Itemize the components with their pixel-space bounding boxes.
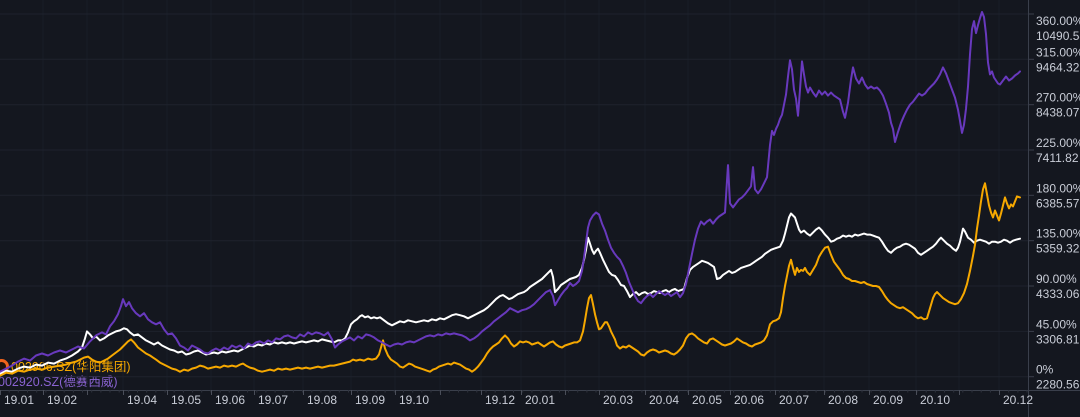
x-axis-label: 20.10 xyxy=(920,393,950,407)
x-axis-label: 20.06 xyxy=(734,393,764,407)
x-axis-label: 20.05 xyxy=(692,393,722,407)
x-axis-label: 19.02 xyxy=(47,393,77,407)
y-axis-percent-label: 360.00% xyxy=(1036,14,1080,28)
y-axis-value-label: 10490.58 xyxy=(1036,29,1080,43)
y-axis-value-label: 5359.32 xyxy=(1036,242,1080,256)
x-axis-label: 20.08 xyxy=(828,393,858,407)
legend-item-huayang[interactable]: 002906.SZ(华阳集团) xyxy=(0,359,130,374)
y-axis-value-label: 4333.06 xyxy=(1036,287,1080,301)
y-axis-value-label: 3306.81 xyxy=(1036,332,1080,346)
x-axis-label: 19.01 xyxy=(4,393,34,407)
x-axis-label: 20.04 xyxy=(649,393,679,407)
y-axis-value-label: 6385.57 xyxy=(1036,196,1080,210)
y-axis-percent-label: 45.00% xyxy=(1036,317,1077,331)
x-axis-label: 19.12 xyxy=(485,393,515,407)
x-axis-label: 20.03 xyxy=(603,393,633,407)
y-axis-percent-label: 270.00% xyxy=(1036,91,1080,105)
x-axis-label: 19.09 xyxy=(355,393,385,407)
y-axis-percent-label: 315.00% xyxy=(1036,45,1080,59)
x-axis-label: 20.07 xyxy=(779,393,809,407)
x-axis-label: 19.07 xyxy=(258,393,288,407)
y-axis-value-label: 2280.56 xyxy=(1036,378,1080,392)
y-axis-percent-label: 180.00% xyxy=(1036,181,1080,195)
y-axis-value-label: 7411.82 xyxy=(1036,151,1079,165)
legend-label-desay: 002920.SZ(德赛西威) xyxy=(0,375,118,389)
series-line-002906.SZ xyxy=(0,182,1021,377)
x-axis-label: 19.06 xyxy=(215,393,245,407)
x-axis-label: 20.12 xyxy=(1003,393,1033,407)
x-axis-label: 19.05 xyxy=(171,393,201,407)
series-line-unlabeled-white xyxy=(0,212,1021,375)
brand-dot-icon xyxy=(0,359,9,374)
series-line-002920.SZ xyxy=(0,11,1021,373)
y-axis-percent-label: 0% xyxy=(1036,363,1054,377)
x-axis-label: 20.01 xyxy=(525,393,555,407)
chart-legend: 002906.SZ(华阳集团) 002920.SZ(德赛西威) xyxy=(0,359,130,389)
legend-item-desay[interactable]: 002920.SZ(德赛西威) xyxy=(0,375,130,389)
x-axis-label: 19.10 xyxy=(399,393,429,407)
y-axis-percent-label: 225.00% xyxy=(1036,136,1080,150)
legend-label-huayang: 002906.SZ(华阳集团) xyxy=(11,359,131,374)
y-axis-value-label: 8438.07 xyxy=(1036,106,1080,120)
x-axis-label: 19.08 xyxy=(307,393,337,407)
y-axis-percent-label: 135.00% xyxy=(1036,227,1080,241)
x-axis-label: 20.09 xyxy=(873,393,903,407)
y-axis-percent-label: 90.00% xyxy=(1036,272,1077,286)
x-axis-label: 19.04 xyxy=(127,393,157,407)
y-axis-value-label: 9464.32 xyxy=(1036,60,1080,74)
